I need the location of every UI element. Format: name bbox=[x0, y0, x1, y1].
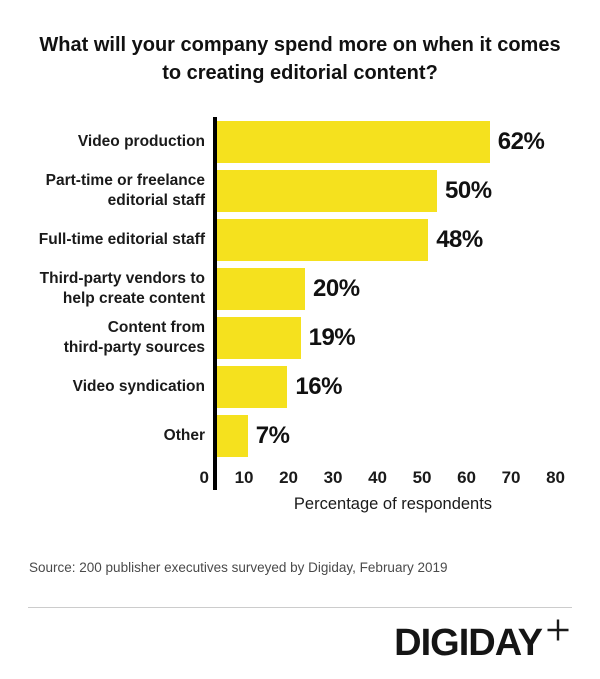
x-tick-label: 60 bbox=[457, 468, 476, 487]
y-axis-line bbox=[213, 117, 217, 490]
plus-icon bbox=[546, 611, 570, 649]
bar bbox=[217, 317, 301, 359]
digiday-logo-text: DIGIDAY bbox=[394, 622, 543, 664]
category-label: Part-time or freelance editorial staff bbox=[45, 172, 205, 209]
category-label: Other bbox=[163, 427, 205, 444]
footer-divider bbox=[28, 607, 572, 608]
x-tick-label: 0 bbox=[199, 468, 209, 487]
category-label: Video production bbox=[77, 133, 205, 150]
chart-title: What will your company spend more on whe… bbox=[0, 31, 600, 87]
value-label: 16% bbox=[295, 373, 342, 400]
x-tick-label: 10 bbox=[234, 468, 254, 487]
bar bbox=[217, 219, 429, 261]
x-axis-label: Percentage of respondents bbox=[293, 495, 493, 513]
value-label: 19% bbox=[308, 324, 356, 351]
bar bbox=[217, 121, 490, 163]
digiday-logo: DIGIDAY bbox=[394, 619, 570, 664]
value-label: 50% bbox=[445, 177, 492, 204]
category-label: Full-time editorial staff bbox=[38, 231, 205, 248]
x-tick-label: 20 bbox=[279, 468, 298, 487]
bar bbox=[217, 268, 305, 310]
bar bbox=[217, 170, 437, 212]
category-label: Third-party vendors to help create conte… bbox=[39, 270, 205, 307]
value-label: 7% bbox=[255, 422, 290, 449]
source-note: Source: 200 publisher executives surveye… bbox=[29, 560, 448, 575]
x-tick-label: 30 bbox=[323, 468, 343, 487]
value-label: 20% bbox=[313, 275, 360, 302]
x-tick-label: 40 bbox=[368, 468, 387, 487]
bar bbox=[217, 366, 288, 408]
chart-title-line-1: What will your company spend more on whe… bbox=[39, 34, 561, 56]
category-label: Video syndication bbox=[72, 378, 205, 395]
bar bbox=[217, 415, 248, 457]
x-tick-label: 50 bbox=[412, 468, 432, 487]
bar-chart: Percentage of respondents Video producti… bbox=[38, 117, 565, 513]
x-tick-label: 80 bbox=[546, 468, 565, 487]
x-tick-label: 70 bbox=[501, 468, 521, 487]
value-label: 62% bbox=[497, 128, 545, 155]
category-label: Content from third-party sources bbox=[63, 319, 205, 356]
value-label: 48% bbox=[436, 226, 483, 253]
chart-title-line-2: to creating editorial content? bbox=[162, 62, 438, 84]
